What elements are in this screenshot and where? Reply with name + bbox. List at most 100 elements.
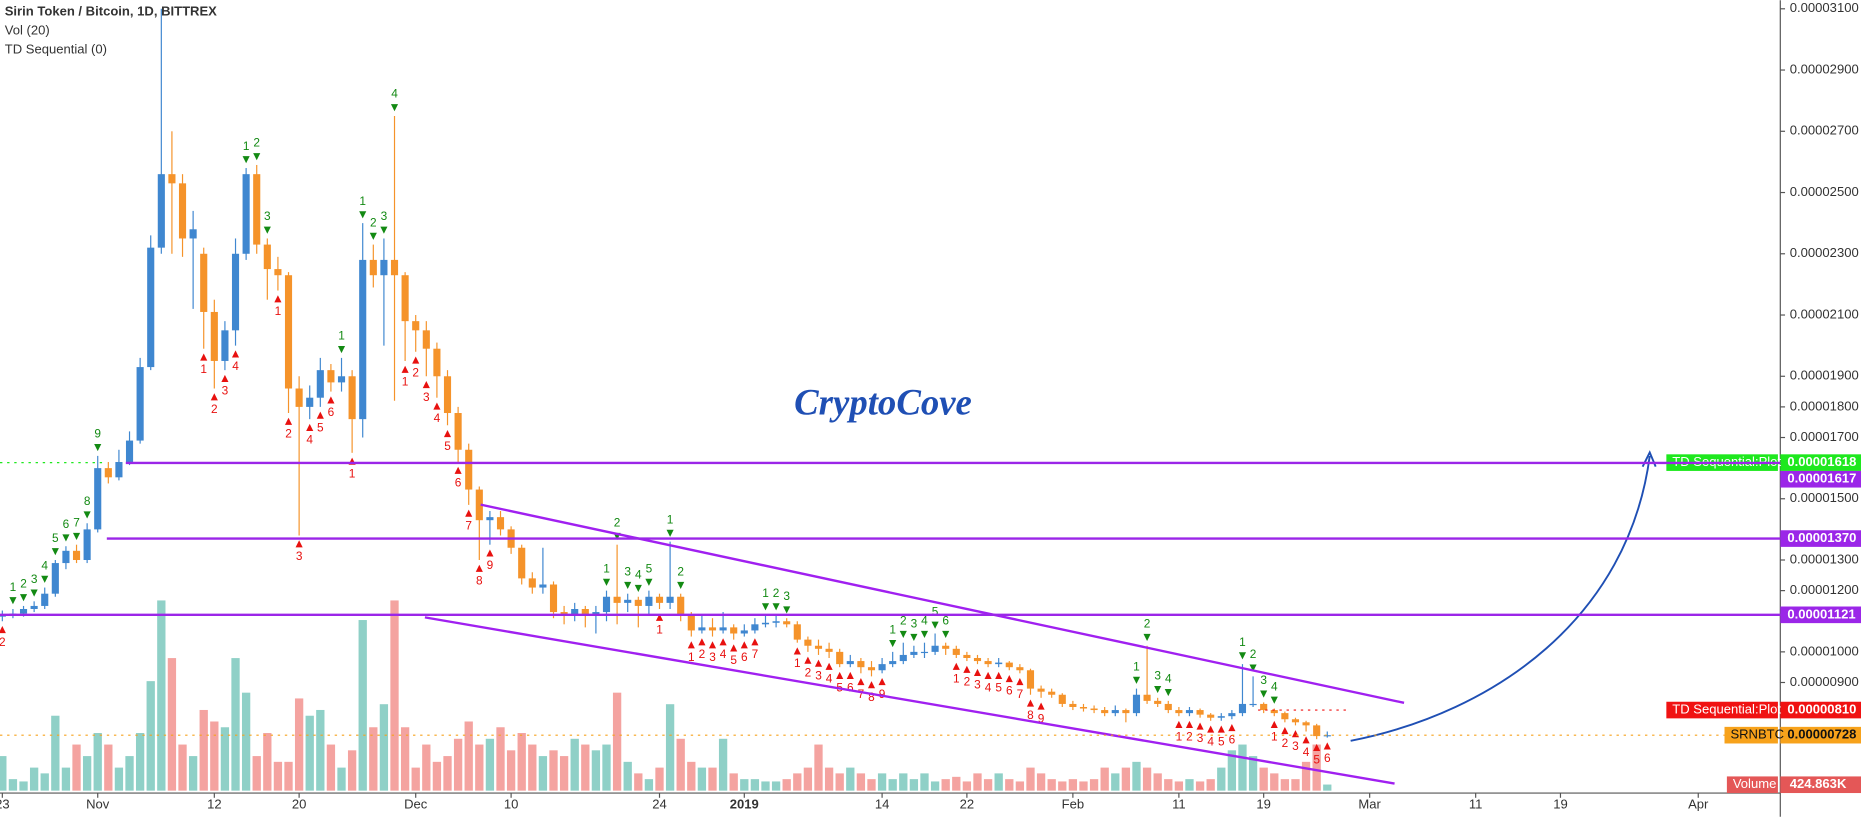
td-buy-arrow xyxy=(655,613,664,621)
price-label: 0.00001618 xyxy=(1787,454,1856,469)
candle-body xyxy=(253,174,261,245)
td-buy-count: 8 xyxy=(476,574,483,588)
candle-body xyxy=(1090,708,1098,711)
volume-bar xyxy=(326,744,336,791)
volume-bar xyxy=(231,658,240,791)
td-sell-arrow xyxy=(931,621,939,629)
candle-body xyxy=(316,370,324,398)
td-buy-count: 3 xyxy=(222,384,229,398)
volume-bar xyxy=(432,761,442,791)
candle-body xyxy=(136,367,144,441)
candle-body xyxy=(581,609,589,616)
td-buy-count: 1 xyxy=(794,656,801,670)
td-sell-count: 2 xyxy=(1144,617,1151,631)
candle-body xyxy=(19,609,28,614)
td-sell-count: 3 xyxy=(381,209,388,223)
y-tick-label: 0.00001200 xyxy=(1790,582,1859,597)
candle-body xyxy=(1313,725,1321,737)
volume-bar xyxy=(920,773,929,791)
volume-bar xyxy=(358,620,367,791)
x-tick-label: 24 xyxy=(652,796,667,811)
volume-bar xyxy=(422,744,431,791)
td-sell-arrow xyxy=(761,603,770,611)
td-buy-arrow xyxy=(1313,743,1321,752)
td-buy-count: 1 xyxy=(349,466,356,480)
td-buy-count: 4 xyxy=(1207,734,1214,748)
td-buy-count: 7 xyxy=(752,647,759,661)
volume-bar xyxy=(157,600,166,791)
td-sell-count: 4 xyxy=(921,613,928,627)
x-tick-label: 11 xyxy=(1469,796,1483,811)
x-tick-label: 20 xyxy=(292,796,307,811)
td-buy-arrow xyxy=(1016,678,1024,686)
candle-body xyxy=(284,275,293,389)
candle-body xyxy=(867,667,876,671)
td-buy-arrow xyxy=(1228,723,1236,732)
td-buy-arrow xyxy=(1185,720,1194,729)
candle-body xyxy=(1048,691,1056,695)
candle-body xyxy=(995,662,1003,665)
y-tick-label: 0.00002500 xyxy=(1790,184,1859,199)
volume-bar xyxy=(337,767,346,791)
volume-bar xyxy=(909,779,919,791)
x-tick-label: 11 xyxy=(1172,796,1186,811)
candle-body xyxy=(1101,710,1109,714)
candle-body xyxy=(1228,713,1236,717)
volume-bar xyxy=(814,744,823,791)
td-buy-count: 7 xyxy=(1017,687,1024,701)
td-buy-arrow xyxy=(433,402,441,410)
td-sell-arrow xyxy=(624,581,632,589)
candle-body xyxy=(1217,716,1225,718)
candle-body xyxy=(1260,703,1268,711)
volume-bar xyxy=(1132,761,1141,791)
td-buy-count: 1 xyxy=(1271,730,1278,744)
candle-body xyxy=(1302,722,1310,726)
candle-body xyxy=(83,529,91,561)
td-sell-arrow xyxy=(9,597,17,605)
volume-bar xyxy=(104,744,113,791)
candle-body xyxy=(1111,710,1119,714)
td-sell-arrow xyxy=(645,578,653,586)
td-buy-count: 6 xyxy=(1006,684,1013,698)
td-sell-count: 1 xyxy=(1133,659,1140,673)
candle-body xyxy=(242,174,250,254)
td-sell-count: 6 xyxy=(63,517,70,531)
volume-bar xyxy=(570,738,579,791)
volume-bar xyxy=(8,779,18,791)
volume-bar xyxy=(655,767,664,791)
candle-body xyxy=(528,578,536,588)
volume-bar xyxy=(125,756,134,791)
indicator-label: Vol (20) xyxy=(5,23,50,38)
y-tick-label: 0.00001700 xyxy=(1790,429,1859,444)
volume-bar xyxy=(761,781,770,791)
candle-body xyxy=(613,596,621,603)
td-sell-arrow xyxy=(634,584,642,593)
candle-body xyxy=(295,388,303,407)
volume-bar xyxy=(559,756,569,791)
volume-bar xyxy=(464,721,473,791)
volume-bar xyxy=(379,704,389,791)
td-buy-count: 4 xyxy=(985,681,992,695)
price-label: 0.00001617 xyxy=(1787,471,1856,486)
td-sell-count: 1 xyxy=(243,139,250,153)
x-tick-label: 22 xyxy=(960,796,975,811)
series-label: Volume xyxy=(1733,776,1777,791)
td-buy-count: 1 xyxy=(688,650,695,664)
candle-body xyxy=(1037,688,1045,692)
candle-body xyxy=(1058,694,1066,704)
td-sell-arrow xyxy=(83,511,91,519)
volume-bar xyxy=(1089,779,1099,791)
td-buy-arrow xyxy=(443,430,452,438)
y-tick-label: 0.00001500 xyxy=(1790,490,1859,505)
td-sell-arrow xyxy=(1270,696,1278,704)
price-label: 0.00000728 xyxy=(1787,727,1856,742)
price-label-box xyxy=(1780,454,1861,471)
candle-body xyxy=(889,661,897,665)
volume-bar xyxy=(1217,767,1226,791)
td-sell-arrow xyxy=(1164,689,1172,697)
td-sell-arrow xyxy=(242,156,250,164)
series-label-box xyxy=(1724,726,1778,744)
volume-bar xyxy=(1068,779,1078,791)
td-sell-count: 2 xyxy=(614,515,621,529)
volume-bar xyxy=(19,781,28,791)
